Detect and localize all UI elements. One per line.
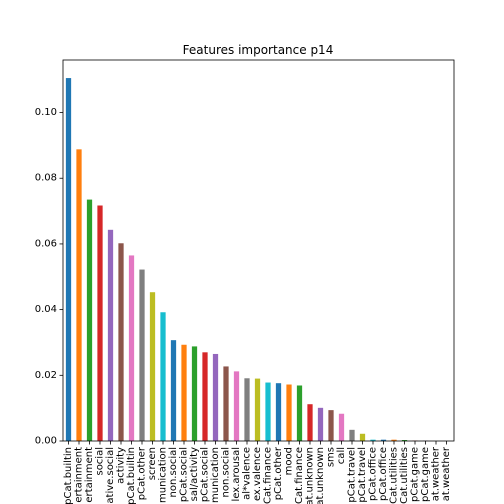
bar-12 [191, 346, 198, 441]
bar-2 [86, 199, 93, 441]
x-tick-label-17: al*valence [242, 447, 253, 500]
chart-title: Features importance p14 [183, 43, 334, 57]
x-tick-label-13: pCat.social [200, 447, 211, 502]
x-tick-label-23: at.unknown [305, 447, 316, 504]
bar-17 [244, 378, 250, 441]
bar-31 [391, 439, 397, 441]
y-tick-label-3: 0.06 [35, 238, 57, 249]
bar-11 [181, 344, 187, 441]
x-tick-label-36: at.weather [441, 446, 452, 501]
x-tick-label-7: pCat.other [137, 446, 148, 500]
bar-13 [202, 352, 208, 441]
x-tick-label-30: pCat.office [378, 447, 389, 501]
x-tick-label-3: social [95, 447, 106, 476]
bar-26 [338, 413, 345, 441]
bar-10 [170, 340, 177, 441]
x-tick-label-32: Cat.utilities [399, 447, 410, 504]
bar-24 [317, 407, 324, 441]
x-tick-label-20: pCat.other [273, 446, 284, 500]
bar-7 [139, 269, 145, 441]
bar-3 [97, 205, 103, 441]
bar-0 [65, 78, 72, 441]
x-tick-label-1: ertainment [74, 447, 85, 503]
bar-21 [286, 384, 292, 441]
x-tick-label-29: pCat.office [368, 447, 379, 501]
x-tick-label-25: sms [326, 447, 337, 467]
bar-23 [307, 404, 313, 441]
x-tick-label-27: pCat.travel [347, 447, 358, 503]
y-tick-label-0: 0.00 [35, 436, 57, 447]
x-tick-label-16: lex.arousal [231, 447, 242, 501]
x-tick-label-35: at.weather [431, 446, 442, 501]
x-tick-label-8: screen [147, 447, 158, 480]
x-tick-label-26: call [336, 447, 347, 464]
x-tick-label-11: pCat.social [179, 447, 190, 502]
bar-1 [76, 149, 82, 441]
x-tick-label-0: pCat.builtin [63, 447, 74, 504]
x-tick-label-19: Cat.finance [263, 447, 274, 504]
bar-20 [275, 383, 282, 441]
x-tick-label-15: non.social [221, 447, 232, 497]
bar-16 [233, 371, 240, 441]
x-axis: pCat.builtin ertainment ertainment social at… [63, 441, 452, 504]
x-tick-label-5: activity [116, 447, 127, 484]
x-tick-label-31: Cat.utilities [389, 447, 400, 504]
bar-25 [328, 410, 334, 441]
bar-30 [380, 439, 387, 441]
x-tick-label-24: at.unknown [315, 447, 326, 504]
x-tick-label-28: pCat.travel [357, 447, 368, 503]
y-tick-label-5: 0.10 [35, 107, 57, 118]
bar-15 [223, 366, 229, 441]
bar-9 [160, 312, 166, 441]
bar-18 [254, 378, 261, 441]
bar-4 [107, 229, 114, 441]
y-tick-label-2: 0.04 [35, 304, 57, 315]
x-tick-label-9: munication [158, 447, 169, 503]
bar-6 [128, 255, 135, 441]
bar-22 [296, 385, 303, 441]
x-tick-label-22: Cat.finance [294, 447, 305, 504]
x-tick-label-21: mood [284, 447, 295, 475]
y-tick-label-4: 0.08 [35, 173, 57, 184]
bar-14 [212, 353, 219, 441]
x-tick-label-2: ertainment [84, 447, 95, 503]
y-tick-label-1: 0.02 [35, 370, 57, 381]
bar-5 [118, 243, 124, 441]
bar-29 [370, 439, 376, 441]
x-tick-label-12: sal/activity [189, 447, 200, 501]
x-tick-label-4: ative.social [105, 447, 116, 504]
bars-group [65, 78, 429, 441]
x-tick-label-34: pCat.game [420, 447, 431, 502]
y-axis: 0.00 0.02 0.04 0.06 0.08 0.10 [35, 107, 63, 447]
bar-8 [149, 292, 156, 441]
bar-28 [359, 433, 366, 441]
x-tick-label-6: pCat.builtin [126, 447, 137, 504]
plot-frame [62, 59, 455, 442]
x-tick-label-10: non.social [168, 447, 179, 497]
x-tick-label-33: pCat.game [410, 447, 421, 502]
bar-27 [349, 429, 355, 441]
x-tick-label-18: ex.valence [252, 447, 263, 501]
x-tick-label-14: munication [210, 447, 221, 503]
bar-19 [265, 382, 271, 441]
bar-32 [401, 440, 408, 441]
